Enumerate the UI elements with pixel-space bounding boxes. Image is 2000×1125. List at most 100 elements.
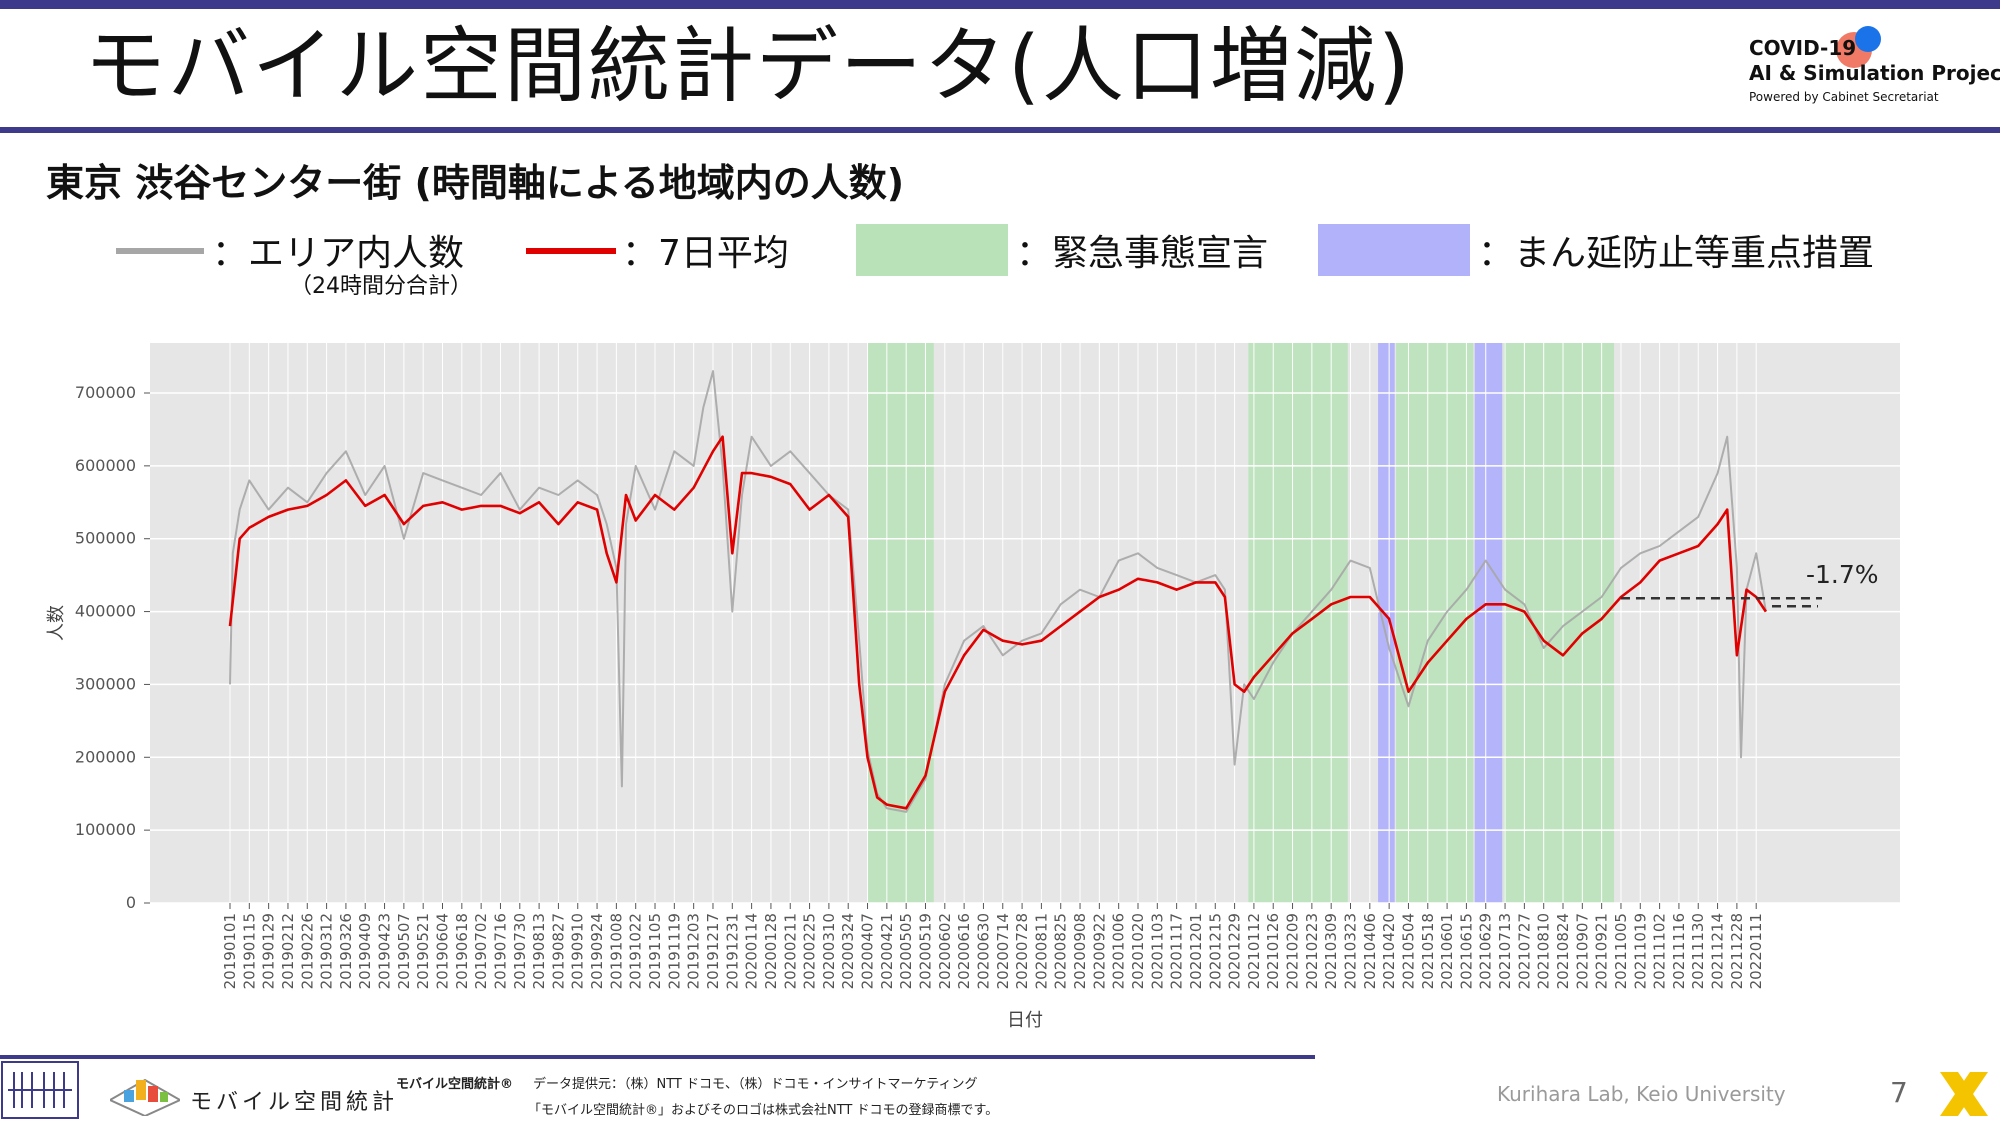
x-tick-label: 20220111	[1747, 913, 1765, 989]
logo-line2: AI & Simulation Project	[1749, 61, 2000, 85]
y-axis-title: 人数	[46, 605, 67, 641]
legend-gray-swatch	[116, 248, 204, 254]
x-tick-label: 20200324	[839, 913, 857, 989]
legend-red-swatch	[526, 248, 616, 254]
plot-panel	[150, 343, 1900, 903]
x-tick-label: 20210309	[1322, 913, 1340, 989]
x-tick-label: 20190827	[549, 913, 567, 989]
y-tick-label: 700000	[75, 383, 136, 402]
x-tick-label: 20200225	[801, 913, 819, 989]
y-tick-label: 100000	[75, 820, 136, 839]
x-tick-label: 20191231	[723, 913, 741, 989]
x-tick-label: 20210601	[1438, 913, 1456, 989]
footer-brand: モバイル空間統計	[190, 1090, 399, 1115]
x-tick-label: 20210727	[1515, 913, 1533, 989]
covid-ai-project-logo: COVID-19 AI & Simulation Project Powered…	[1745, 24, 2000, 114]
logo-blue-dot	[1855, 26, 1881, 52]
x-axis-title: 日付	[1007, 1010, 1043, 1031]
lab-logo-icon	[1, 1061, 79, 1119]
series-line-1	[228, 435, 1767, 810]
x-tick-label: 20211228	[1728, 913, 1746, 989]
x-tick-label: 20200616	[955, 913, 973, 989]
legend-gray-label: ：エリア内人数	[212, 233, 465, 274]
x-tick-label: 20191119	[665, 913, 683, 989]
x-tick-label: 20200519	[916, 913, 934, 989]
x-tick-label: 20210223	[1303, 913, 1321, 989]
x-tick-label: 20190507	[395, 913, 413, 989]
x-tick-label: 20211019	[1631, 913, 1649, 989]
corner-logo-icon	[1940, 1072, 1988, 1116]
x-tick-label: 20190521	[414, 913, 432, 989]
x-tick-label: 20190409	[356, 913, 374, 989]
footer-provider: データ提供元：（株）NTT ドコモ、（株）ドコモ・インサイトマーケティング	[533, 1077, 978, 1092]
x-tick-label: 20211214	[1709, 913, 1727, 989]
x-tick-label: 20190604	[434, 913, 452, 989]
x-tick-label: 20200407	[859, 913, 877, 989]
x-tick-label: 20200630	[974, 913, 992, 989]
x-tick-label: 20201229	[1226, 913, 1244, 989]
legend-green-label: ：緊急事態宣言	[1016, 233, 1269, 274]
x-tick-label: 20191105	[646, 913, 664, 989]
x-tick-label: 20190716	[491, 913, 509, 989]
x-tick-label: 20190618	[453, 913, 471, 989]
x-tick-label: 20200128	[762, 913, 780, 989]
x-tick-label: 20190423	[376, 913, 394, 989]
x-tick-label: 20190702	[472, 913, 490, 989]
x-tick-label: 20200714	[994, 913, 1012, 989]
x-tick-label: 20190910	[569, 913, 587, 989]
legend-purple-swatch	[1318, 224, 1470, 276]
x-tick-label: 20201201	[1187, 913, 1205, 989]
x-tick-label: 20200114	[743, 913, 761, 989]
x-tick-label: 20200211	[781, 913, 799, 989]
logo-line3: Powered by Cabinet Secretariat	[1749, 90, 1939, 104]
x-tick-label: 20200421	[878, 913, 896, 989]
x-tick-label: 20210518	[1419, 913, 1437, 989]
x-tick-label: 20200811	[1032, 913, 1050, 989]
x-tick-label: 20200310	[820, 913, 838, 989]
x-tick-label: 20210420	[1380, 913, 1398, 989]
shaded-period-semi_emergency-2	[1378, 343, 1395, 903]
x-tick-label: 20210907	[1573, 913, 1591, 989]
x-tick-label: 20210112	[1245, 913, 1263, 989]
footer-lab: Kurihara Lab, Keio University	[1497, 1082, 1786, 1106]
x-tick-label: 20210615	[1457, 913, 1475, 989]
x-tick-label: 20210629	[1477, 913, 1495, 989]
x-tick-label: 20210323	[1342, 913, 1360, 989]
x-tick-label: 20210921	[1593, 913, 1611, 989]
change-annotation: -1.7%	[1806, 560, 1879, 589]
x-tick-label: 20200602	[936, 913, 954, 989]
legend-gray-note: （24時間分合計）	[290, 274, 472, 299]
x-tick-label: 20190312	[318, 913, 336, 989]
legend-green-swatch	[856, 224, 1008, 276]
x-tick-label: 20200922	[1090, 913, 1108, 989]
x-tick-label: 20201117	[1168, 913, 1186, 989]
x-tick-label: 20210126	[1264, 913, 1282, 989]
x-tick-label: 20190326	[337, 913, 355, 989]
x-tick-label: 20210406	[1361, 913, 1379, 989]
x-tick-label: 20201006	[1110, 913, 1128, 989]
shaded-period-emergency-0	[867, 343, 934, 903]
x-tick-label: 20190101	[221, 913, 239, 989]
x-tick-label: 20210810	[1535, 913, 1553, 989]
top-accent-bar	[0, 0, 2000, 9]
x-tick-label: 20200825	[1052, 913, 1070, 989]
y-tick-label: 500000	[75, 529, 136, 548]
x-tick-label: 20210209	[1284, 913, 1302, 989]
x-tick-label: 20190730	[511, 913, 529, 989]
legend-red-label: ：7日平均	[622, 233, 789, 274]
footer-notice: 「モバイル空間統計®」およびそのロゴは株式会社NTT ドコモの登録商標です。	[528, 1103, 999, 1118]
logo-line1: COVID-19	[1749, 36, 1857, 60]
x-tick-label: 20200728	[1013, 913, 1031, 989]
x-tick-label: 20211005	[1612, 913, 1630, 989]
x-tick-label: 20191203	[685, 913, 703, 989]
x-tick-label: 20200908	[1071, 913, 1089, 989]
x-tick-label: 20201215	[1206, 913, 1224, 989]
legend-purple-label: ：まん延防止等重点措置	[1478, 233, 1875, 274]
x-tick-label: 20190115	[240, 913, 258, 989]
y-tick-label: 0	[126, 893, 136, 912]
x-tick-label: 20191008	[607, 913, 625, 989]
x-tick-label: 20210504	[1399, 913, 1417, 989]
footer-divider	[0, 1055, 1315, 1059]
x-tick-label: 20201020	[1129, 913, 1147, 989]
